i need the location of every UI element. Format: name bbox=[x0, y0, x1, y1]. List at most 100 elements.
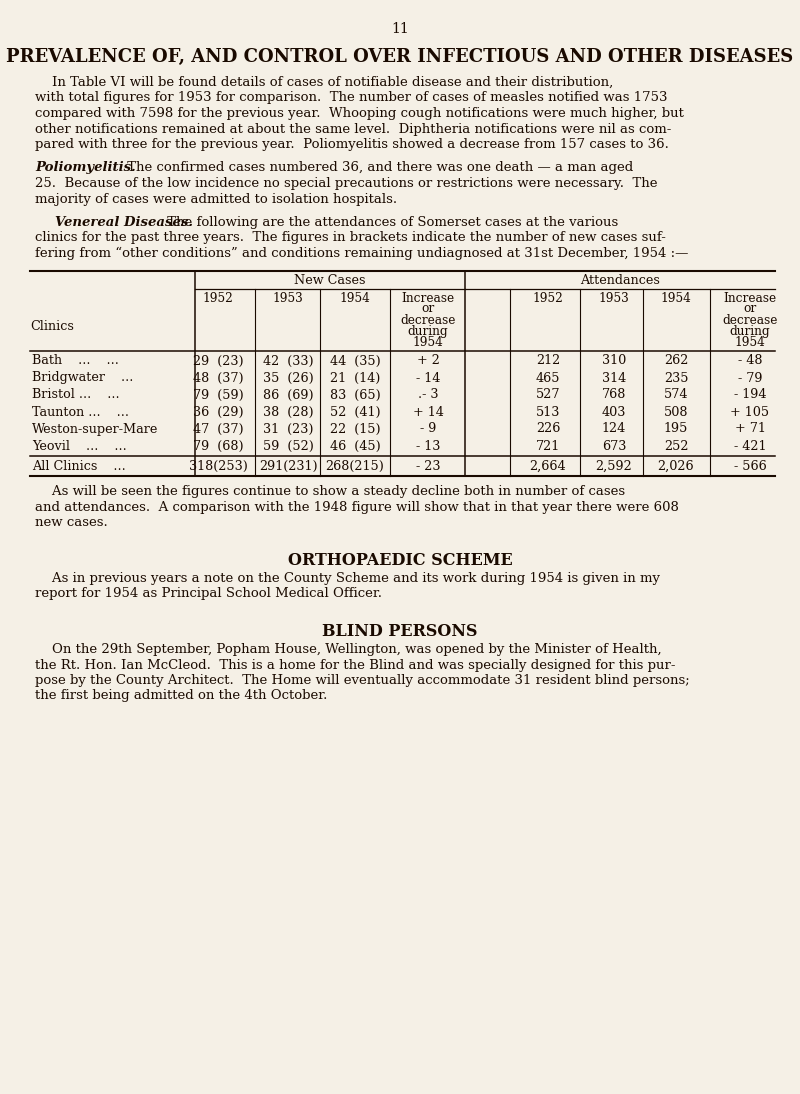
Text: 25.  Because of the low incidence no special precautions or restrictions were ne: 25. Because of the low incidence no spec… bbox=[35, 177, 658, 190]
Text: Weston-super-Mare: Weston-super-Mare bbox=[32, 422, 158, 435]
Text: 44  (35): 44 (35) bbox=[330, 354, 380, 368]
Text: 1954: 1954 bbox=[734, 336, 766, 349]
Text: 2,592: 2,592 bbox=[596, 459, 632, 473]
Text: and attendances.  A comparison with the 1948 figure will show that in that year : and attendances. A comparison with the 1… bbox=[35, 501, 679, 514]
Text: 513: 513 bbox=[536, 406, 560, 419]
Text: All Clinics    ...: All Clinics ... bbox=[32, 459, 126, 473]
Text: In Table VI will be found details of cases of notifiable disease and their distr: In Table VI will be found details of cas… bbox=[35, 75, 614, 89]
Text: Yeovil    ...    ...: Yeovil ... ... bbox=[32, 440, 126, 453]
Text: Bridgwater    ...: Bridgwater ... bbox=[32, 372, 134, 384]
Text: 79  (68): 79 (68) bbox=[193, 440, 243, 453]
Text: Poliomyelitis.: Poliomyelitis. bbox=[35, 162, 136, 175]
Text: Clinics: Clinics bbox=[30, 319, 74, 333]
Text: 235: 235 bbox=[664, 372, 688, 384]
Text: 1954: 1954 bbox=[661, 291, 691, 304]
Text: 29  (23): 29 (23) bbox=[193, 354, 243, 368]
Text: decrease: decrease bbox=[400, 314, 456, 326]
Text: On the 29th September, Popham House, Wellington, was opened by the Minister of H: On the 29th September, Popham House, Wel… bbox=[35, 643, 662, 656]
Text: the Rt. Hon. Ian McCleod.  This is a home for the Blind and was specially design: the Rt. Hon. Ian McCleod. This is a home… bbox=[35, 659, 675, 672]
Text: or: or bbox=[743, 303, 757, 315]
Text: 673: 673 bbox=[602, 440, 626, 453]
Text: - 23: - 23 bbox=[416, 459, 440, 473]
Text: Increase: Increase bbox=[402, 291, 454, 304]
Text: or: or bbox=[422, 303, 434, 315]
Text: Taunton ...    ...: Taunton ... ... bbox=[32, 406, 129, 419]
Text: 318(253): 318(253) bbox=[189, 459, 247, 473]
Text: + 14: + 14 bbox=[413, 406, 443, 419]
Text: 465: 465 bbox=[536, 372, 560, 384]
Text: - 421: - 421 bbox=[734, 440, 766, 453]
Text: 310: 310 bbox=[602, 354, 626, 368]
Text: compared with 7598 for the previous year.  Whooping cough notifications were muc: compared with 7598 for the previous year… bbox=[35, 107, 684, 120]
Text: - 9: - 9 bbox=[420, 422, 436, 435]
Text: PREVALENCE OF, AND CONTROL OVER INFECTIOUS AND OTHER DISEASES: PREVALENCE OF, AND CONTROL OVER INFECTIO… bbox=[6, 48, 794, 66]
Text: 291(231): 291(231) bbox=[258, 459, 318, 473]
Text: 1952: 1952 bbox=[202, 291, 234, 304]
Text: during: during bbox=[730, 325, 770, 338]
Text: 1953: 1953 bbox=[273, 291, 303, 304]
Text: - 14: - 14 bbox=[416, 372, 440, 384]
Text: Increase: Increase bbox=[723, 291, 777, 304]
Text: during: during bbox=[408, 325, 448, 338]
Text: As in previous years a note on the County Scheme and its work during 1954 is giv: As in previous years a note on the Count… bbox=[35, 572, 660, 585]
Text: 31  (23): 31 (23) bbox=[262, 422, 314, 435]
Text: 721: 721 bbox=[536, 440, 560, 453]
Text: New Cases: New Cases bbox=[294, 275, 366, 288]
Text: 314: 314 bbox=[602, 372, 626, 384]
Text: The following are the attendances of Somerset cases at the various: The following are the attendances of Som… bbox=[163, 216, 618, 229]
Text: 212: 212 bbox=[536, 354, 560, 368]
Text: + 105: + 105 bbox=[730, 406, 770, 419]
Text: 42  (33): 42 (33) bbox=[262, 354, 314, 368]
Text: 226: 226 bbox=[536, 422, 560, 435]
Text: 1953: 1953 bbox=[598, 291, 630, 304]
Text: 47  (37): 47 (37) bbox=[193, 422, 243, 435]
Text: new cases.: new cases. bbox=[35, 516, 108, 529]
Text: - 566: - 566 bbox=[734, 459, 766, 473]
Text: 36  (29): 36 (29) bbox=[193, 406, 243, 419]
Text: .- 3: .- 3 bbox=[418, 388, 438, 401]
Text: Venereal Diseases.: Venereal Diseases. bbox=[55, 216, 193, 229]
Text: 124: 124 bbox=[602, 422, 626, 435]
Text: + 71: + 71 bbox=[734, 422, 766, 435]
Text: 768: 768 bbox=[602, 388, 626, 401]
Text: pose by the County Architect.  The Home will eventually accommodate 31 resident : pose by the County Architect. The Home w… bbox=[35, 674, 690, 687]
Text: + 2: + 2 bbox=[417, 354, 439, 368]
Text: The confirmed cases numbered 36, and there was one death — a man aged: The confirmed cases numbered 36, and the… bbox=[123, 162, 634, 175]
Text: 262: 262 bbox=[664, 354, 688, 368]
Text: report for 1954 as Principal School Medical Officer.: report for 1954 as Principal School Medi… bbox=[35, 587, 382, 601]
Text: 86  (69): 86 (69) bbox=[262, 388, 314, 401]
Text: As will be seen the figures continue to show a steady decline both in number of : As will be seen the figures continue to … bbox=[35, 486, 625, 499]
Text: with total figures for 1953 for comparison.  The number of cases of measles noti: with total figures for 1953 for comparis… bbox=[35, 92, 667, 105]
Text: 22  (15): 22 (15) bbox=[330, 422, 380, 435]
Text: 59  (52): 59 (52) bbox=[262, 440, 314, 453]
Text: Bath    ...    ...: Bath ... ... bbox=[32, 354, 119, 368]
Text: 38  (28): 38 (28) bbox=[262, 406, 314, 419]
Text: 2,664: 2,664 bbox=[530, 459, 566, 473]
Text: 268(215): 268(215) bbox=[326, 459, 385, 473]
Text: - 13: - 13 bbox=[416, 440, 440, 453]
Text: 11: 11 bbox=[391, 22, 409, 36]
Text: - 48: - 48 bbox=[738, 354, 762, 368]
Text: 46  (45): 46 (45) bbox=[330, 440, 380, 453]
Text: 527: 527 bbox=[536, 388, 560, 401]
Text: ORTHOPAEDIC SCHEME: ORTHOPAEDIC SCHEME bbox=[288, 552, 512, 569]
Text: 195: 195 bbox=[664, 422, 688, 435]
Text: other notifications remained at about the same level.  Diphtheria notifications : other notifications remained at about th… bbox=[35, 123, 671, 136]
Text: pared with three for the previous year.  Poliomyelitis showed a decrease from 15: pared with three for the previous year. … bbox=[35, 138, 669, 151]
Text: 403: 403 bbox=[602, 406, 626, 419]
Text: 52  (41): 52 (41) bbox=[330, 406, 380, 419]
Text: 79  (59): 79 (59) bbox=[193, 388, 243, 401]
Text: 1952: 1952 bbox=[533, 291, 563, 304]
Text: 48  (37): 48 (37) bbox=[193, 372, 243, 384]
Text: 83  (65): 83 (65) bbox=[330, 388, 380, 401]
Text: BLIND PERSONS: BLIND PERSONS bbox=[322, 622, 478, 640]
Text: 2,026: 2,026 bbox=[658, 459, 694, 473]
Text: Bristol ...    ...: Bristol ... ... bbox=[32, 388, 120, 401]
Text: 574: 574 bbox=[664, 388, 688, 401]
Text: 252: 252 bbox=[664, 440, 688, 453]
Text: 1954: 1954 bbox=[340, 291, 370, 304]
Text: majority of cases were admitted to isolation hospitals.: majority of cases were admitted to isola… bbox=[35, 193, 397, 206]
Text: the first being admitted on the 4th October.: the first being admitted on the 4th Octo… bbox=[35, 689, 327, 702]
Text: decrease: decrease bbox=[722, 314, 778, 326]
Text: clinics for the past three years.  The figures in brackets indicate the number o: clinics for the past three years. The fi… bbox=[35, 232, 666, 244]
